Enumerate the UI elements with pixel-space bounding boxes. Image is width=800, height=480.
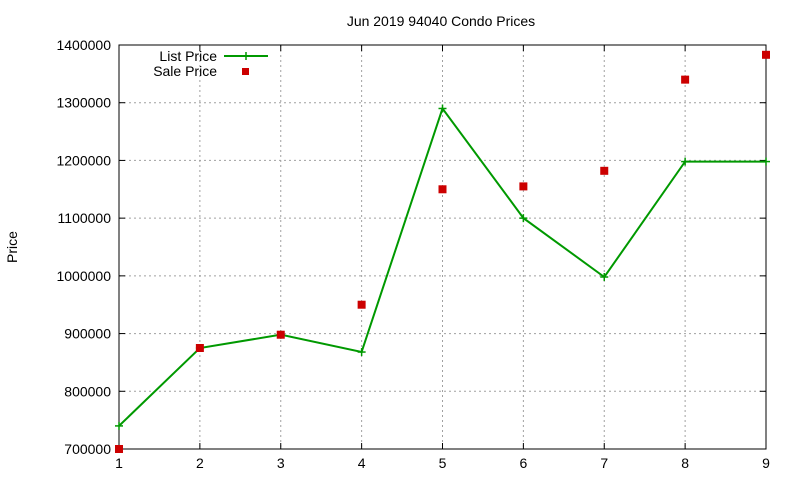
sale-price-point xyxy=(115,445,123,453)
y-tick-label: 1200000 xyxy=(56,152,111,168)
legend-label-list-price: List Price xyxy=(159,48,217,64)
sale-price-point xyxy=(195,344,204,352)
list-price-point xyxy=(115,421,123,430)
x-tick-label: 9 xyxy=(762,455,770,471)
sale-price-point xyxy=(357,300,366,309)
series xyxy=(115,50,770,453)
x-tick-label: 2 xyxy=(196,455,204,471)
legend-plus-marker xyxy=(242,52,250,60)
list-price-point xyxy=(438,104,447,113)
x-tick-label: 1 xyxy=(115,455,123,471)
sale-price-point xyxy=(681,75,690,84)
y-axis: 700000 800000 900000 1000000 1100000 1200000 1… xyxy=(56,37,766,457)
legend-label-sale-price: Sale Price xyxy=(153,63,217,79)
list-price-point xyxy=(681,157,690,166)
list-price-point xyxy=(600,273,609,282)
legend: List Price Sale Price xyxy=(153,48,268,79)
chart-title: Jun 2019 94040 Condo Prices xyxy=(347,13,535,29)
sale-price-point xyxy=(762,50,770,59)
y-tick-label: 900000 xyxy=(64,326,111,342)
y-axis-label: Price xyxy=(4,231,20,263)
x-tick-label: 7 xyxy=(600,455,608,471)
y-tick-label: 1000000 xyxy=(56,268,111,284)
x-tick-label: 6 xyxy=(519,455,527,471)
x-tick-label: 8 xyxy=(681,455,689,471)
legend-marker-sale-price xyxy=(242,68,249,75)
y-tick-label: 1100000 xyxy=(58,210,112,226)
x-tick-label: 3 xyxy=(277,455,285,471)
y-tick-label: 700000 xyxy=(64,441,111,457)
list-price-point xyxy=(519,214,528,223)
x-tick-label: 5 xyxy=(439,455,447,471)
x-tick-label: 4 xyxy=(358,455,366,471)
sale-price-point xyxy=(276,330,285,339)
y-tick-label: 800000 xyxy=(64,383,111,399)
list-price-point xyxy=(762,157,770,166)
y-tick-label: 1400000 xyxy=(56,37,111,53)
y-tick-label: 1300000 xyxy=(56,95,111,111)
sale-price-point xyxy=(519,182,528,191)
legend-marker-list-price xyxy=(242,52,250,60)
x-axis: 1 2 3 4 5 6 7 8 9 xyxy=(115,45,770,471)
sale-price-point xyxy=(438,185,447,194)
grid xyxy=(119,45,766,449)
list-price-point xyxy=(357,348,366,357)
sale-price-point xyxy=(600,166,609,175)
